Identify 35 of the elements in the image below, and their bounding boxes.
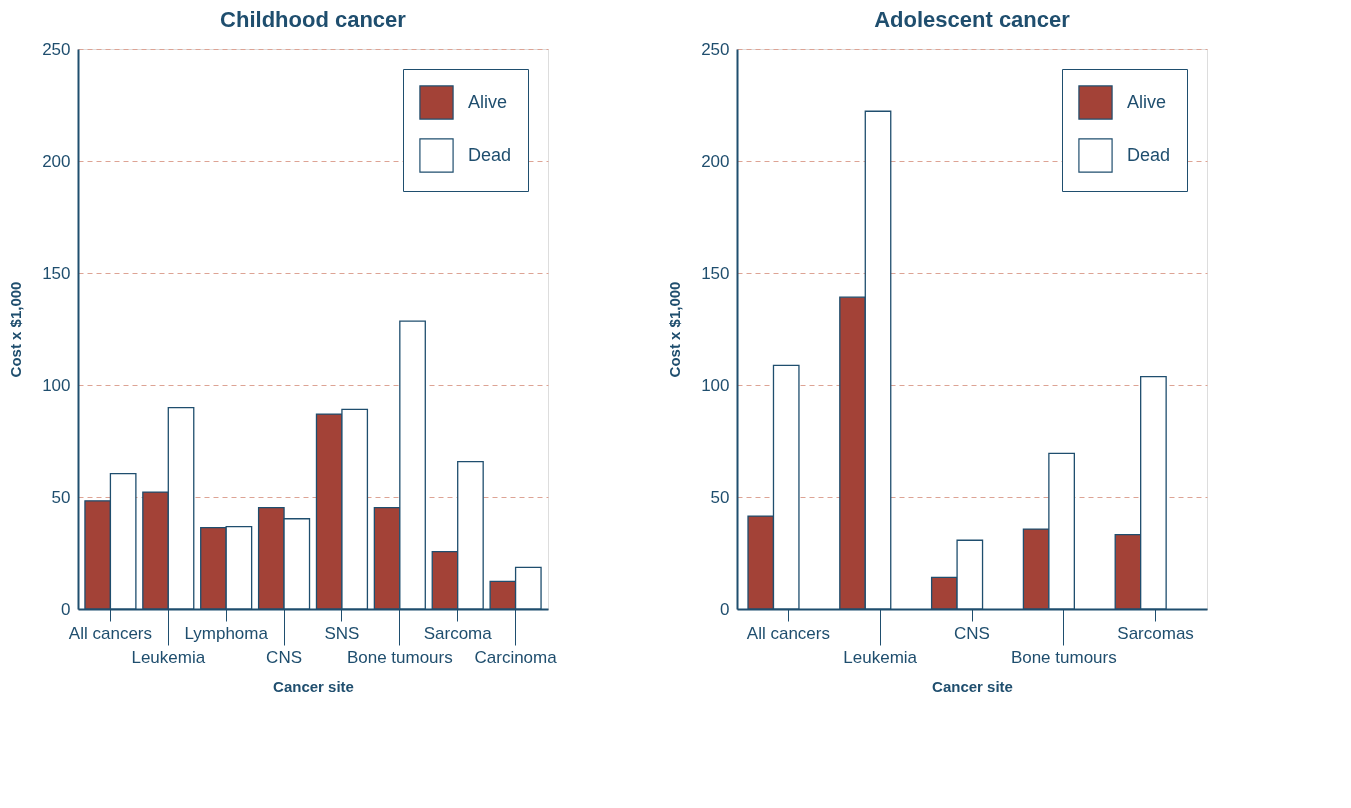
y-axis-title: Cost x $1,000 <box>666 281 684 378</box>
y-tick-label: 100 <box>42 375 71 395</box>
x-tick-label: Bone tumours <box>1010 647 1117 667</box>
x-tick-label: Carcinoma <box>474 647 558 667</box>
x-tick-label: Leukemia <box>843 647 918 667</box>
x-axis-title: Cancer site <box>932 677 1013 695</box>
y-tick-label: 50 <box>51 487 71 507</box>
x-tick-label: Sarcomas <box>1117 623 1194 643</box>
y-tick-label: 0 <box>720 599 730 619</box>
y-tick-label: 200 <box>42 151 71 171</box>
legend-label: Dead <box>468 144 512 165</box>
x-tick-label: Lymphoma <box>184 623 269 643</box>
x-tick-label: CNS <box>266 647 303 667</box>
y-tick-label: 250 <box>42 39 71 59</box>
x-tick-label: SNS <box>324 623 360 643</box>
legend-label: Alive <box>468 91 508 112</box>
y-tick-label: 50 <box>710 487 730 507</box>
x-tick-label: Sarcoma <box>423 623 493 643</box>
y-tick-label: 150 <box>42 263 71 283</box>
chart-title: Adolescent cancer <box>874 7 1071 32</box>
y-tick-label: 250 <box>701 39 730 59</box>
x-axis-title: Cancer site <box>273 677 354 695</box>
legend-label: Dead <box>1127 144 1171 165</box>
y-tick-label: 0 <box>61 599 71 619</box>
x-tick-label: All cancers <box>68 623 152 643</box>
y-axis-title: Cost x $1,000 <box>7 281 25 378</box>
legend-label: Alive <box>1127 91 1167 112</box>
y-tick-label: 150 <box>701 263 730 283</box>
x-tick-label: Bone tumours <box>346 647 453 667</box>
x-tick-label: Leukemia <box>131 647 206 667</box>
y-tick-label: 100 <box>701 375 730 395</box>
x-tick-label: All cancers <box>746 623 830 643</box>
x-tick-label: CNS <box>954 623 990 643</box>
chart-title: Childhood cancer <box>220 7 407 32</box>
y-tick-label: 200 <box>701 151 730 171</box>
